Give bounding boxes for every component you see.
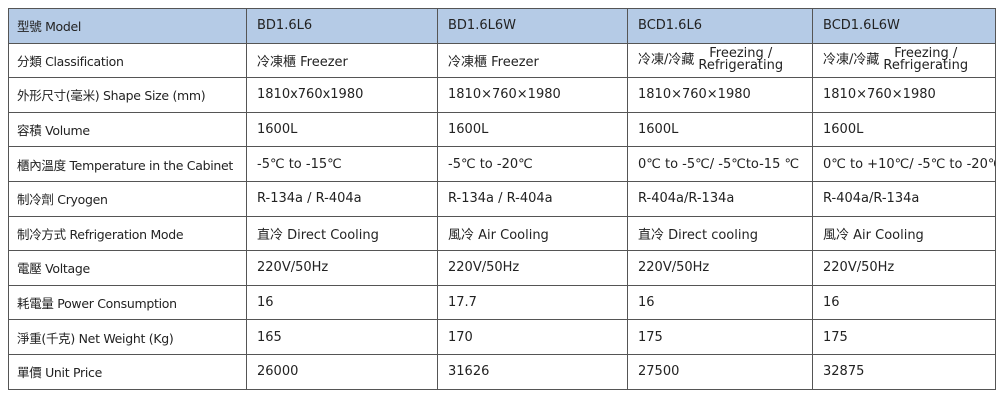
table-cell: 175 — [812, 319, 996, 355]
row-label: 淨重(千克) Net Weight (Kg) — [8, 319, 247, 355]
cell-text: Freezing / — [894, 46, 958, 62]
row-label: 櫃內溫度 Temperature in the Cabinet — [8, 146, 247, 182]
cell-text: Refrigerating — [883, 58, 969, 74]
table-cell: R-134a / R-404a — [437, 180, 628, 217]
table-cell: 31626 — [437, 353, 628, 390]
table-cell: 直冷 Direct Cooling — [246, 215, 438, 252]
table-cell: 32875 — [812, 353, 996, 390]
table-cell: 1600L — [246, 111, 438, 148]
table-cell: 冷凍/冷藏 Freezing / Refrigerating — [627, 42, 813, 79]
table-row: 電壓 Voltage 220V/50Hz 220V/50Hz 220V/50Hz 220… — [8, 250, 996, 286]
table-cell: 風冷 Air Cooling — [437, 215, 628, 252]
table-cell: 冷凍櫃 Freezer — [437, 42, 628, 79]
table-cell: 1600L — [627, 111, 813, 148]
table-cell: R-404a/R-134a — [627, 180, 813, 217]
table-cell: R-404a/R-134a — [812, 180, 996, 217]
cell-text: Refrigerating — [698, 58, 784, 74]
table-row: 淨重(千克) Net Weight (Kg) 165 170 175 175 — [8, 319, 996, 355]
row-label: 分類 Classification — [8, 42, 247, 79]
row-label: 外形尺寸(毫米) Shape Size (mm) — [8, 77, 247, 113]
cell-text: 冷凍/冷藏 — [638, 52, 695, 68]
table-row: 制冷方式 Refrigeration Mode 直冷 Direct Cooling… — [8, 215, 996, 252]
row-label: 耗電量 Power Consumption — [8, 284, 247, 321]
spec-table: 型號 Model BD1.6L6 BD1.6L6W BCD1.6L6 BCD1.6L6W… — [8, 8, 996, 390]
table-cell: 1810×760×1980 — [627, 77, 813, 113]
table-cell: 1600L — [437, 111, 628, 148]
cell-text: Freezing / — [709, 46, 773, 62]
table-cell: R-134a / R-404a — [246, 180, 438, 217]
table-row: 耗電量 Power Consumption 16 17.7 16 16 — [8, 284, 996, 321]
row-label: 容積 Volume — [8, 111, 247, 148]
table-cell: BCD1.6L6W — [812, 8, 996, 44]
table-body: 型號 Model BD1.6L6 BD1.6L6W BCD1.6L6 BCD1.6L6W… — [8, 8, 996, 390]
table-cell: 冷凍/冷藏 Freezing / Refrigerating — [812, 42, 996, 79]
table-cell: 0℃ to +10℃/ -5℃ to -20℃ — [812, 146, 996, 182]
table-cell: 1810×760×1980 — [437, 77, 628, 113]
table-cell: -5℃ to -15℃ — [246, 146, 438, 182]
table-cell: 175 — [627, 319, 813, 355]
table-cell: BD1.6L6W — [437, 8, 628, 44]
row-label: 單價 Unit Price — [8, 353, 247, 390]
table-row: 容積 Volume 1600L 1600L 1600L 1600L — [8, 111, 996, 148]
cell-stack: Freezing / Refrigerating — [883, 46, 969, 74]
row-label: 電壓 Voltage — [8, 250, 247, 286]
table-cell: 16 — [246, 284, 438, 321]
table-cell: BD1.6L6 — [246, 8, 438, 44]
table-row: 型號 Model BD1.6L6 BD1.6L6W BCD1.6L6 BCD1.6L6W — [8, 8, 996, 44]
table-cell: 直冷 Direct cooling — [627, 215, 813, 252]
table-cell: 16 — [812, 284, 996, 321]
table-cell: BCD1.6L6 — [627, 8, 813, 44]
row-label: 制冷方式 Refrigeration Mode — [8, 215, 247, 252]
cell-stack: Freezing / Refrigerating — [698, 46, 784, 74]
table-cell: 0℃ to -5℃/ -5℃to-15 ℃ — [627, 146, 813, 182]
table-row: 單價 Unit Price 26000 31626 27500 32875 — [8, 353, 996, 390]
cell-text: 冷凍/冷藏 — [823, 52, 880, 68]
row-label: 型號 Model — [8, 8, 247, 44]
table-cell: 220V/50Hz — [246, 250, 438, 286]
table-cell: 26000 — [246, 353, 438, 390]
table-cell: 風冷 Air Cooling — [812, 215, 996, 252]
table-row: 櫃內溫度 Temperature in the Cabinet -5℃ to -1… — [8, 146, 996, 182]
table-cell: 冷凍櫃 Freezer — [246, 42, 438, 79]
row-label: 制冷劑 Cryogen — [8, 180, 247, 217]
table-row: 制冷劑 Cryogen R-134a / R-404a R-134a / R-404… — [8, 180, 996, 217]
table-cell: 1600L — [812, 111, 996, 148]
table-cell: 220V/50Hz — [812, 250, 996, 286]
table-cell: 220V/50Hz — [437, 250, 628, 286]
table-cell: 1810x760x1980 — [246, 77, 438, 113]
table-cell: 16 — [627, 284, 813, 321]
table-cell: 17.7 — [437, 284, 628, 321]
table-row: 外形尺寸(毫米) Shape Size (mm) 1810x760x1980 181… — [8, 77, 996, 113]
table-cell: 1810×760×1980 — [812, 77, 996, 113]
table-cell: -5℃ to -20℃ — [437, 146, 628, 182]
table-cell: 27500 — [627, 353, 813, 390]
table-cell: 165 — [246, 319, 438, 355]
table-cell: 220V/50Hz — [627, 250, 813, 286]
table-cell: 170 — [437, 319, 628, 355]
table-row: 分類 Classification 冷凍櫃 Freezer 冷凍櫃 Freezer 冷… — [8, 42, 996, 79]
